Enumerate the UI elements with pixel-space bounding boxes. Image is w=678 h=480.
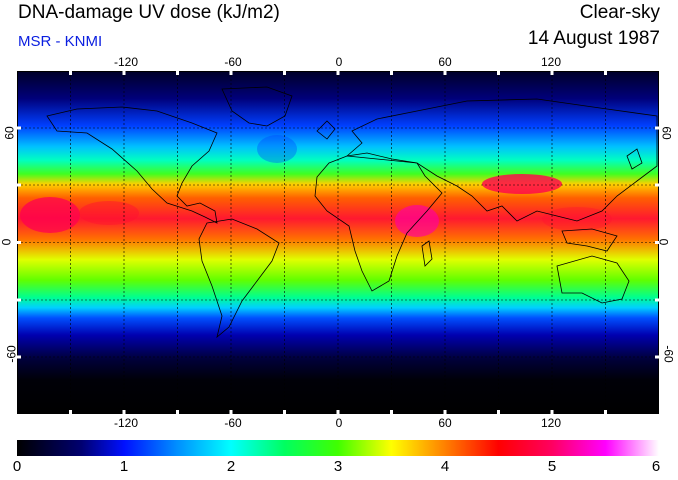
uv-hotspot: [79, 201, 139, 225]
uv-dose-map: [17, 71, 659, 414]
australia-coast: [556, 255, 630, 304]
lon-tick-top: -120: [113, 55, 139, 69]
lat-tick-left: 0: [0, 238, 14, 246]
eurasia-coast: [346, 98, 658, 222]
colorbar-ramp: [17, 440, 659, 456]
uv-hotspot: [542, 207, 612, 231]
greenland-coast: [221, 86, 293, 127]
africa-coast: [314, 152, 443, 292]
south-america-coast: [198, 218, 280, 339]
lon-tick-top: 120: [540, 55, 562, 69]
uv-hotspot: [395, 205, 439, 237]
uv-hotspot: [20, 197, 80, 233]
uv-hotspot: [482, 174, 562, 194]
lon-tick-bottom: 60: [438, 416, 452, 430]
lon-tick-bottom: 120: [540, 416, 562, 430]
japan-coast: [626, 148, 643, 170]
lat-tick-right: 60: [659, 126, 674, 140]
lon-tick-bottom: 0: [335, 416, 343, 430]
lat-tick-left: 60: [2, 126, 17, 140]
colorbar-label: 1: [119, 458, 129, 475]
lon-tick-top: -60: [224, 55, 242, 69]
colorbar-label: 0: [12, 458, 22, 475]
source-label: MSR - KNMI: [18, 33, 103, 50]
date-label: 14 August 1987: [527, 28, 660, 49]
uk-coast: [316, 120, 336, 140]
frame-ticks: [17, 71, 659, 414]
sky-condition-label: Clear-sky: [579, 2, 660, 23]
graticule: [17, 71, 659, 414]
map-title: DNA-damage UV dose (kJ/m2): [18, 2, 280, 23]
lon-tick-bottom: -120: [113, 416, 139, 430]
colorbar: [17, 440, 659, 456]
lat-tick-right: -60: [661, 345, 676, 363]
colorbar-label: 4: [440, 458, 450, 475]
colorbar-label: 6: [651, 458, 661, 475]
lon-tick-top: 0: [335, 55, 343, 69]
uv-lowspot: [257, 135, 297, 163]
coastlines: [46, 86, 658, 339]
lon-tick-bottom: -60: [224, 416, 242, 430]
north-america-coast: [46, 106, 218, 224]
lon-tick-top: 60: [438, 55, 452, 69]
colorbar-label: 5: [547, 458, 557, 475]
indonesia-coast: [561, 228, 618, 252]
colorbar-label: 2: [226, 458, 236, 475]
colorbar-label: 3: [333, 458, 343, 475]
